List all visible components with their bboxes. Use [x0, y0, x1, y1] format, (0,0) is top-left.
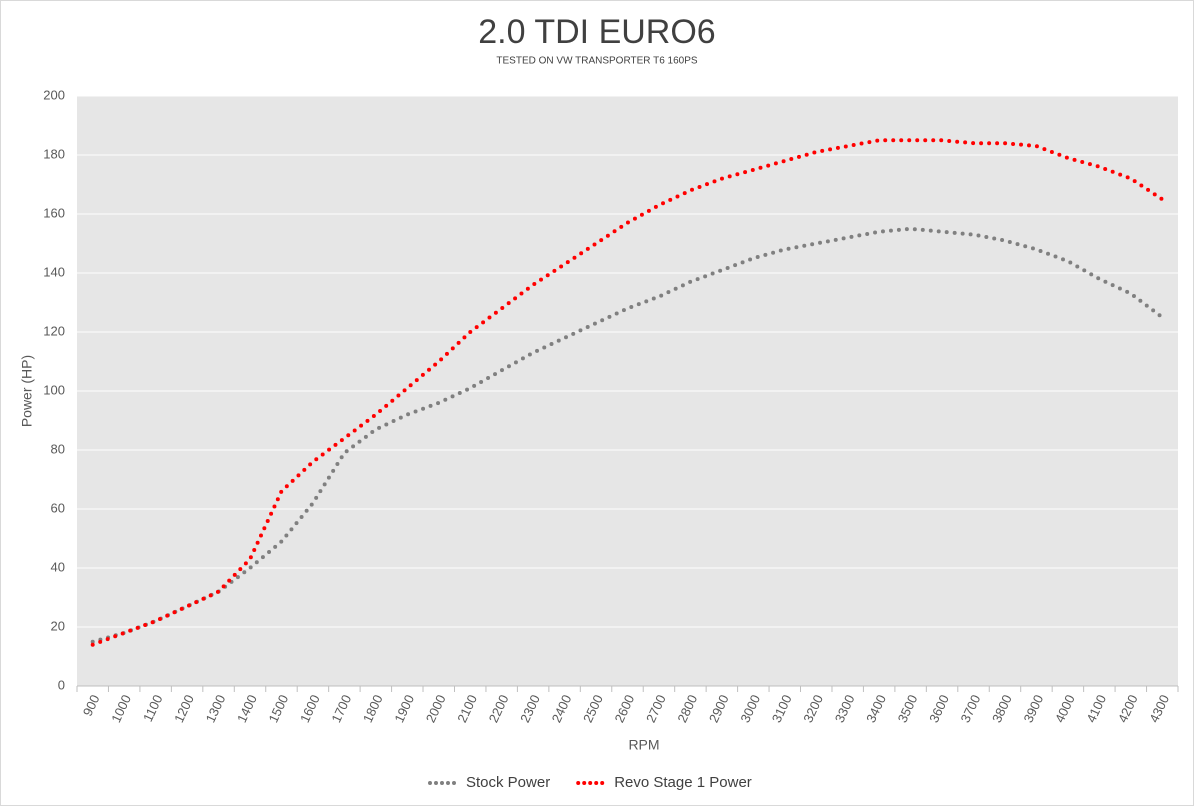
- y-tick-label: 200: [43, 87, 65, 102]
- y-tick-label: 60: [51, 500, 65, 515]
- x-axis-label: RPM: [628, 737, 659, 753]
- chart-title: 2.0 TDI EURO6: [478, 13, 715, 51]
- y-tick-label: 120: [43, 323, 65, 338]
- legend-label: Revo Stage 1 Power: [614, 774, 752, 791]
- y-tick-label: 20: [51, 618, 65, 633]
- y-tick-label: 40: [51, 559, 65, 574]
- legend-label: Stock Power: [466, 774, 550, 791]
- y-tick-label: 0: [58, 677, 65, 692]
- y-tick-label: 180: [43, 146, 65, 161]
- chart-subtitle: TESTED ON VW TRANSPORTER T6 160PS: [496, 56, 697, 67]
- line-series: [90, 138, 1165, 647]
- y-tick-label: 80: [51, 441, 65, 456]
- y-tick-label: 100: [43, 382, 65, 397]
- y-axis-label: Power (HP): [19, 355, 35, 427]
- y-tick-label: 160: [43, 205, 65, 220]
- y-tick-label: 140: [43, 264, 65, 279]
